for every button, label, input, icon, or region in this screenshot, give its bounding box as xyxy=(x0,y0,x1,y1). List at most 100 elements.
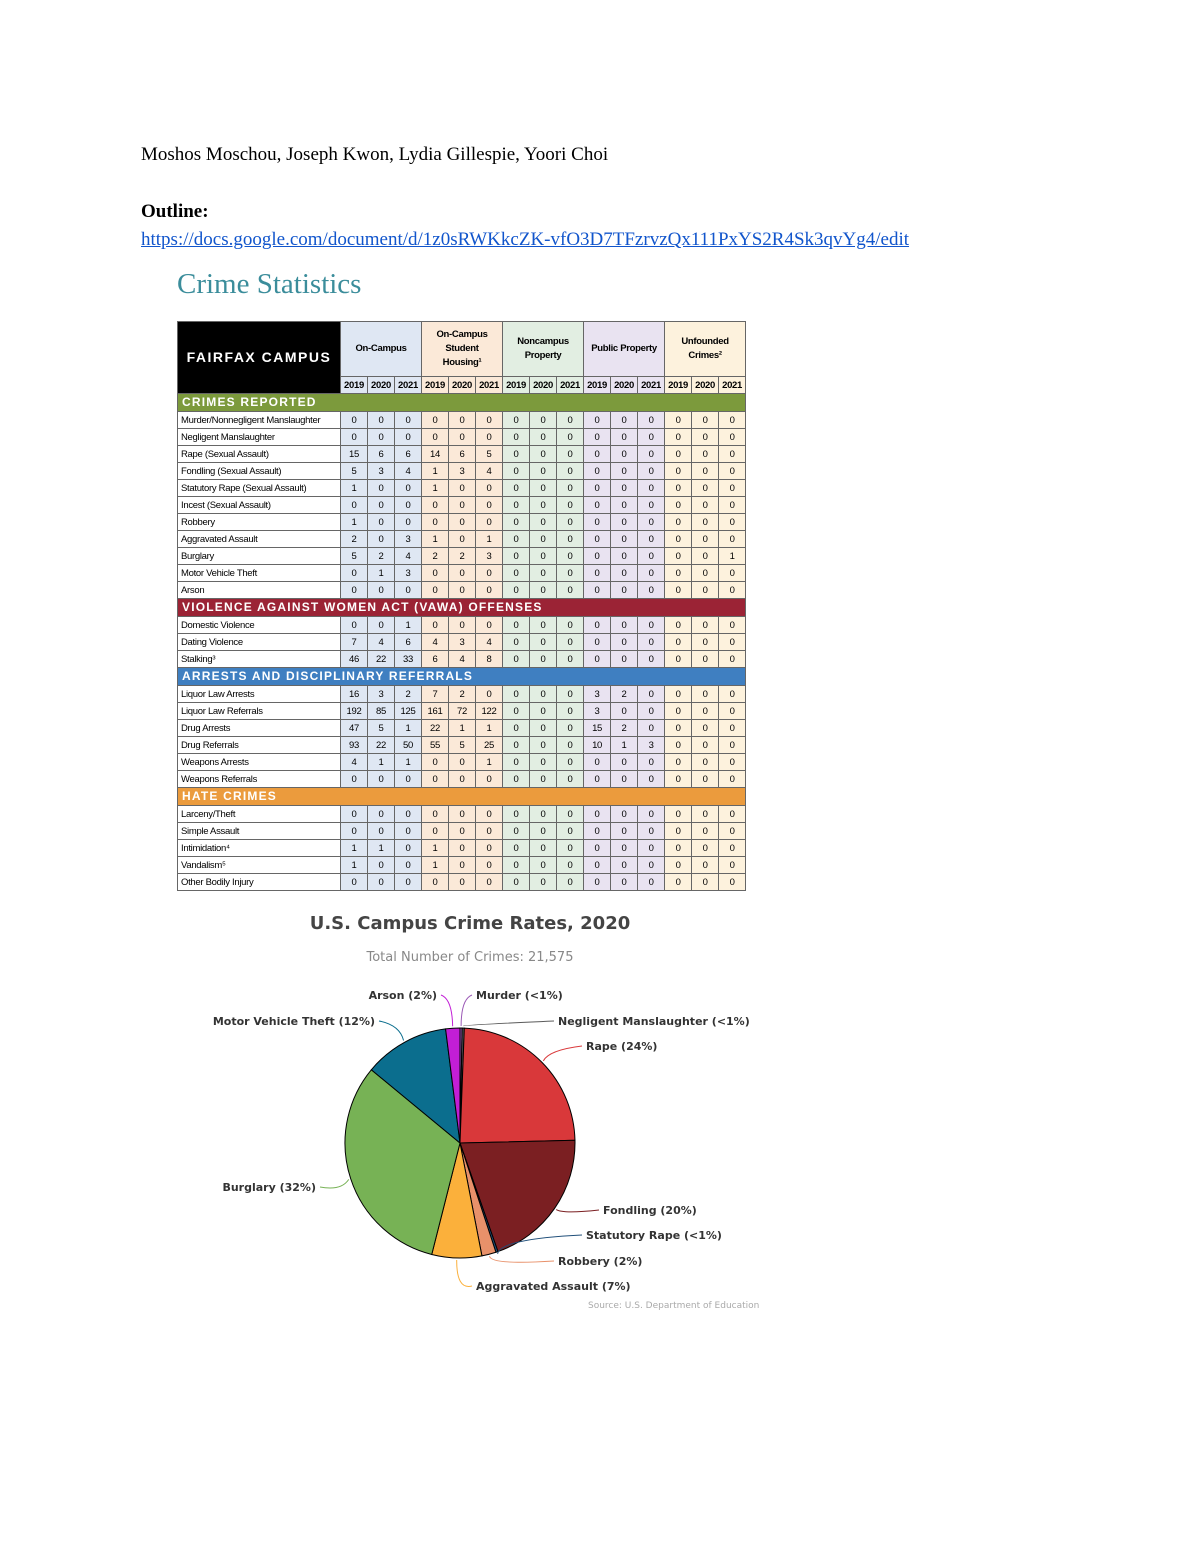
slice-label: Aggravated Assault (7%) xyxy=(476,1280,631,1293)
data-row: Drug Arrests 47 5 1 22 1 1 0 0 0 15 2 0 0 0 0 xyxy=(177,719,747,737)
cell: 0 xyxy=(421,805,450,823)
cell: 0 xyxy=(448,616,477,634)
cell: 3 xyxy=(448,633,477,651)
cell: 0 xyxy=(556,616,585,634)
row-label: Burglary xyxy=(177,547,341,565)
cell: 0 xyxy=(529,411,558,429)
cell: 0 xyxy=(502,839,531,857)
cell: 1 xyxy=(367,564,395,582)
cell: 46 xyxy=(340,650,368,668)
cell: 1 xyxy=(340,839,368,857)
cell: 0 xyxy=(556,547,585,565)
cell: 0 xyxy=(502,633,531,651)
cell: 0 xyxy=(556,650,585,668)
group-header: On-Campus xyxy=(339,321,423,377)
data-row: Other Bodily Injury 0 0 0 0 0 0 0 0 0 0 0 0 0 0 0 xyxy=(177,873,747,891)
cell: 0 xyxy=(556,736,585,754)
cell: 0 xyxy=(421,822,450,840)
cell: 5 xyxy=(340,547,368,565)
cell: 0 xyxy=(691,616,720,634)
cell: 0 xyxy=(691,650,720,668)
data-row: Burglary 5 2 4 2 2 3 0 0 0 0 0 0 0 0 1 xyxy=(177,547,747,565)
slice-label: Burglary (32%) xyxy=(222,1181,316,1194)
cell: 0 xyxy=(691,513,720,531)
cell: 0 xyxy=(610,462,639,480)
cell: 0 xyxy=(393,428,423,446)
cell: 0 xyxy=(637,856,666,874)
cell: 0 xyxy=(664,856,693,874)
leader-line xyxy=(378,1020,405,1041)
cell: 0 xyxy=(718,770,747,788)
row-label: Statutory Rape (Sexual Assault) xyxy=(177,479,341,497)
cell: 0 xyxy=(502,564,531,582)
cell: 0 xyxy=(610,805,639,823)
cell: 0 xyxy=(529,581,558,599)
cell: 93 xyxy=(340,736,368,754)
cell: 0 xyxy=(637,564,666,582)
cell: 0 xyxy=(556,805,585,823)
cell: 0 xyxy=(583,805,612,823)
cell: 0 xyxy=(691,839,720,857)
cell: 0 xyxy=(367,770,395,788)
cell: 16 xyxy=(340,685,368,703)
cell: 0 xyxy=(367,411,395,429)
year: 2021 xyxy=(556,376,585,394)
row-label: Domestic Violence xyxy=(177,616,341,634)
cell: 0 xyxy=(502,445,531,463)
cell: 0 xyxy=(556,839,585,857)
cell: 0 xyxy=(664,616,693,634)
cell: 0 xyxy=(664,479,693,497)
cell: 192 xyxy=(340,702,368,720)
cell: 0 xyxy=(718,564,747,582)
row-label: Intimidation⁴ xyxy=(177,839,341,857)
cell: 0 xyxy=(691,411,720,429)
leader-line xyxy=(462,1020,555,1027)
cell: 1 xyxy=(421,479,450,497)
data-row: Weapons Arrests 4 1 1 0 0 1 0 0 0 0 0 0 0 0 0 xyxy=(177,753,747,771)
cell: 0 xyxy=(718,822,747,840)
cell: 0 xyxy=(718,650,747,668)
cell: 0 xyxy=(637,719,666,737)
cell: 0 xyxy=(475,873,504,891)
year: 2020 xyxy=(367,376,395,394)
cell: 1 xyxy=(367,753,395,771)
cell: 2 xyxy=(340,530,368,548)
cell: 0 xyxy=(448,496,477,514)
cell: 0 xyxy=(475,428,504,446)
cell: 0 xyxy=(475,839,504,857)
cell: 2 xyxy=(448,685,477,703)
cell: 1 xyxy=(421,856,450,874)
data-row: Aggravated Assault 2 0 3 1 0 1 0 0 0 0 0 0 0 0 0 xyxy=(177,530,747,548)
cell: 10 xyxy=(583,736,612,754)
cell: 0 xyxy=(529,445,558,463)
pie-slice xyxy=(344,1069,461,1256)
section-title: VIOLENCE AGAINST WOMEN ACT (VAWA) OFFENS… xyxy=(176,598,747,617)
cell: 0 xyxy=(583,856,612,874)
cell: 85 xyxy=(367,702,395,720)
cell: 0 xyxy=(502,428,531,446)
cell: 0 xyxy=(637,462,666,480)
cell: 0 xyxy=(718,616,747,634)
cell: 0 xyxy=(529,822,558,840)
cell: 0 xyxy=(502,513,531,531)
cell: 0 xyxy=(583,873,612,891)
cell: 0 xyxy=(367,513,395,531)
cell: 0 xyxy=(393,856,423,874)
authors: Moshos Moschou, Joseph Kwon, Lydia Gille… xyxy=(141,144,609,165)
cell: 0 xyxy=(556,685,585,703)
cell: 2 xyxy=(610,719,639,737)
cell: 0 xyxy=(421,496,450,514)
cell: 47 xyxy=(340,719,368,737)
cell: 0 xyxy=(718,462,747,480)
data-row: Larceny/Theft 0 0 0 0 0 0 0 0 0 0 0 0 0 0 0 xyxy=(177,805,747,823)
data-row: Simple Assault 0 0 0 0 0 0 0 0 0 0 0 0 0 0 0 xyxy=(177,822,747,840)
outline-link[interactable]: https://docs.google.com/document/d/1z0sR… xyxy=(141,229,910,250)
cell: 0 xyxy=(637,770,666,788)
cell: 0 xyxy=(529,702,558,720)
cell: 0 xyxy=(583,753,612,771)
cell: 22 xyxy=(367,650,395,668)
row-label: Liquor Law Arrests xyxy=(177,685,341,703)
row-label: Simple Assault xyxy=(177,822,341,840)
cell: 0 xyxy=(583,479,612,497)
